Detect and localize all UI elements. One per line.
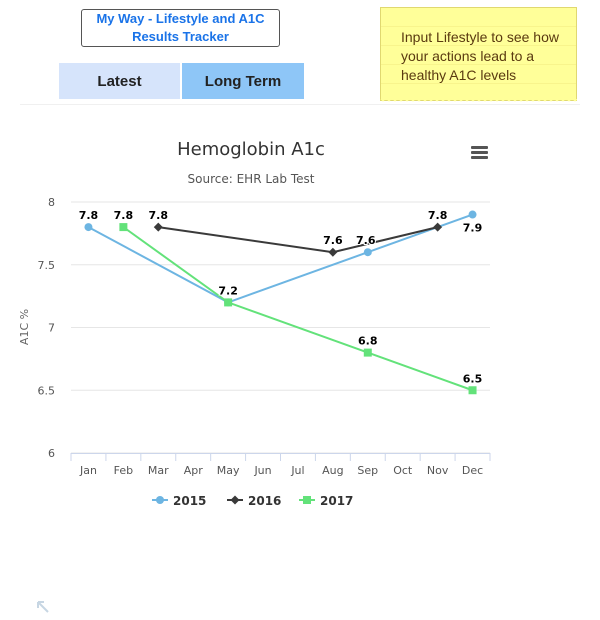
chart-title: Hemoglobin A1c — [177, 139, 325, 160]
data-label: 7.8 — [79, 209, 99, 222]
series-2016-point — [433, 222, 443, 232]
x-tick-label: Jun — [253, 464, 271, 477]
x-tick-label: May — [217, 464, 240, 477]
data-label: 7.8 — [149, 209, 169, 222]
legend-label-2016: 2016 — [248, 494, 281, 508]
a1c-line-chart: Hemoglobin A1c Source: EHR Lab Test A1C … — [18, 139, 491, 508]
x-tick-label: Aug — [322, 464, 343, 477]
data-label: 7.6 — [356, 234, 376, 247]
resize-handle-icon[interactable] — [36, 600, 50, 614]
y-tick-label: 6.5 — [38, 384, 56, 397]
legend-label-2015: 2015 — [173, 494, 206, 508]
divider — [20, 104, 580, 105]
chart-subtitle: Source: EHR Lab Test — [188, 172, 315, 186]
data-label: 7.8 — [114, 209, 134, 222]
x-tick-label: Sep — [357, 464, 378, 477]
legend-label-2017: 2017 — [320, 494, 353, 508]
series-2017-point — [119, 223, 128, 232]
sticky-note-text: Input Lifestyle to see how your actions … — [401, 29, 559, 83]
chart-menu-icon[interactable] — [471, 146, 488, 159]
app-title-line1: My Way - Lifestyle and A1C — [96, 11, 265, 26]
data-label: 6.5 — [463, 372, 483, 385]
series-2015-point — [363, 248, 372, 257]
x-tick-label: Mar — [148, 464, 169, 477]
legend-marker-2015 — [156, 496, 164, 504]
tab-latest[interactable]: Latest — [59, 63, 180, 99]
y-tick-label: 7.5 — [38, 259, 56, 272]
x-tick-label: Jan — [79, 464, 97, 477]
data-label: 7.9 — [463, 222, 483, 235]
legend-marker-2017 — [303, 496, 311, 504]
x-tick-label: Dec — [462, 464, 483, 477]
data-label: 7.6 — [323, 234, 343, 247]
data-label: 7.2 — [218, 284, 238, 297]
y-tick-label: 6 — [48, 447, 55, 460]
legend-marker-2016 — [230, 495, 240, 505]
series-2016-point — [328, 247, 338, 257]
y-tick-label: 8 — [48, 196, 55, 209]
sticky-note-edge — [380, 99, 577, 105]
series-2017-point — [363, 348, 372, 357]
x-tick-label: Nov — [427, 464, 449, 477]
data-label: 7.8 — [428, 209, 448, 222]
series-2017-point — [468, 386, 477, 395]
x-tick-label: Apr — [184, 464, 204, 477]
series-2016-point — [153, 222, 163, 232]
series-2015-point — [84, 223, 93, 232]
series-2016-line — [158, 226, 438, 254]
series-2015-point — [468, 210, 477, 219]
sticky-note: Input Lifestyle to see how your actions … — [380, 7, 577, 101]
data-label: 6.8 — [358, 335, 378, 348]
y-axis-label: A1C % — [18, 309, 31, 345]
series-2015-line — [87, 213, 473, 304]
series-2017-point — [224, 298, 233, 307]
tab-long-term[interactable]: Long Term — [182, 63, 304, 99]
x-tick-label: Oct — [393, 464, 413, 477]
x-tick-label: Feb — [114, 464, 133, 477]
app-title: My Way - Lifestyle and A1C Results Track… — [81, 9, 280, 47]
app-title-line2: Results Tracker — [132, 29, 229, 44]
series-2017-line — [122, 226, 473, 392]
x-tick-label: Jul — [290, 464, 304, 477]
y-tick-label: 7 — [48, 322, 55, 335]
